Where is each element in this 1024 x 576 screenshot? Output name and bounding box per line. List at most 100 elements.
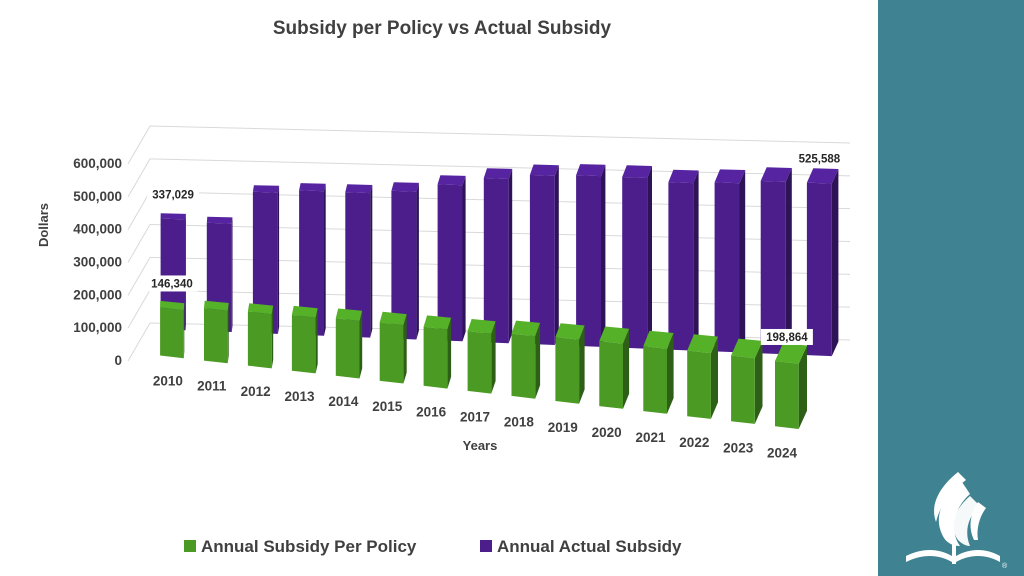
gridline-side [127, 191, 151, 230]
purple-bar [760, 167, 792, 355]
green-bar-front [379, 322, 404, 384]
green-bar-side [359, 310, 363, 379]
purple-bar [806, 168, 839, 357]
green-bar-top [335, 308, 363, 321]
green-bar-side [623, 328, 630, 409]
purple-bar-top [622, 165, 652, 178]
purple-bar-side [324, 183, 326, 336]
purple-bar-top [391, 182, 419, 192]
purple-bar [391, 182, 419, 340]
data-label-text: 198,864 [766, 332, 808, 344]
purple-bar-side [508, 168, 513, 344]
legend-swatch-purple [480, 540, 492, 552]
green-bar [511, 320, 541, 399]
purple-bar-top [299, 183, 326, 192]
purple-bar-top [206, 216, 233, 224]
data-label: 146,340 [145, 275, 198, 292]
purple-bar-front [391, 190, 417, 340]
x-axis-title: Years [463, 438, 498, 453]
y-tick-label: 100,000 [73, 320, 122, 335]
purple-bar-top [806, 168, 839, 184]
green-bar-front [160, 307, 184, 359]
green-bar-top [247, 303, 274, 315]
green-bar-front [643, 346, 667, 414]
data-label-text: 525,588 [799, 154, 841, 166]
green-bar-top [423, 315, 452, 330]
purple-bar [714, 169, 746, 353]
green-bar [687, 334, 718, 419]
y-tick-label: 300,000 [73, 255, 122, 270]
purple-bar-top [252, 185, 280, 193]
green-bar-side [798, 345, 807, 429]
purple-bar-front [437, 184, 463, 342]
gridline-side [127, 158, 151, 198]
purple-bar [576, 164, 606, 347]
green-bar-side [447, 317, 452, 389]
green-bar [291, 305, 318, 374]
x-tick-label: 2023 [723, 440, 754, 455]
y-tick-label: 400,000 [73, 222, 122, 237]
chart-title: Subsidy per Policy vs Actual Subsidy [273, 18, 612, 39]
y-axis-title: Dollars [36, 203, 51, 247]
legend-label-green: Annual Subsidy Per Policy [201, 537, 417, 556]
green-bar-top [467, 319, 496, 334]
x-tick-label: 2018 [504, 415, 535, 430]
purple-bar-side [601, 164, 606, 347]
gridline-side [127, 224, 151, 263]
purple-bar-side [693, 170, 699, 351]
green-bar-side [491, 321, 496, 394]
green-bar-front [687, 350, 711, 419]
green-bar [775, 343, 807, 429]
x-tick-label: 2016 [416, 404, 447, 419]
gridline [149, 125, 851, 144]
purple-bar-front [252, 191, 278, 334]
green-bar [247, 303, 274, 369]
green-bar-front [511, 333, 536, 399]
green-bar [160, 300, 185, 359]
data-labels: 146,340 198,864 337,029 525,588 [145, 150, 846, 345]
green-bar-side [754, 340, 763, 424]
green-bar [467, 319, 496, 394]
x-tick-label: 2024 [767, 445, 798, 460]
green-bar-front [731, 355, 755, 424]
green-bar-front [335, 318, 360, 379]
green-bar-top [204, 300, 229, 311]
legend-swatch-green [184, 540, 196, 552]
purple-bar-front [622, 177, 648, 349]
green-bar-side [535, 322, 541, 399]
gridline-side [127, 322, 151, 362]
green-bar-side [667, 333, 674, 414]
green-bar-front [247, 311, 272, 369]
purple-bar-top [345, 184, 373, 194]
church-logo-icon: ® [906, 472, 1008, 570]
green-bar-side [271, 305, 274, 369]
purple-bar-front [345, 192, 371, 338]
data-label-bg [760, 328, 813, 345]
purple-bar-top [714, 169, 746, 184]
purple-bar [252, 185, 280, 334]
purple-bar-front [714, 182, 740, 353]
green-bar-top [775, 343, 807, 364]
green-bar-top [687, 334, 718, 354]
purple-bar-side [739, 170, 746, 353]
data-label-bg [147, 186, 200, 203]
purple-bar [299, 183, 326, 336]
x-tick-label: 2013 [285, 389, 316, 404]
data-label: 337,029 [147, 186, 200, 203]
green-bar [335, 308, 363, 379]
green-bar [204, 300, 229, 364]
purple-bar-front [529, 174, 555, 345]
purple-bar [622, 165, 652, 349]
y-tick-label: 200,000 [73, 287, 122, 302]
x-tick-label: 2022 [679, 435, 709, 450]
x-tick-label: 2017 [460, 410, 490, 425]
purple-bar-top [576, 164, 606, 177]
gridline-side [127, 289, 151, 329]
x-tick-label: 2012 [241, 384, 271, 399]
green-bar [379, 311, 407, 384]
purple-bar-front [668, 182, 694, 351]
purple-bar-top [437, 175, 466, 186]
y-tick-label: 0 [114, 353, 122, 368]
green-bar [599, 326, 630, 409]
sidebar-panel: ® [878, 0, 1024, 576]
